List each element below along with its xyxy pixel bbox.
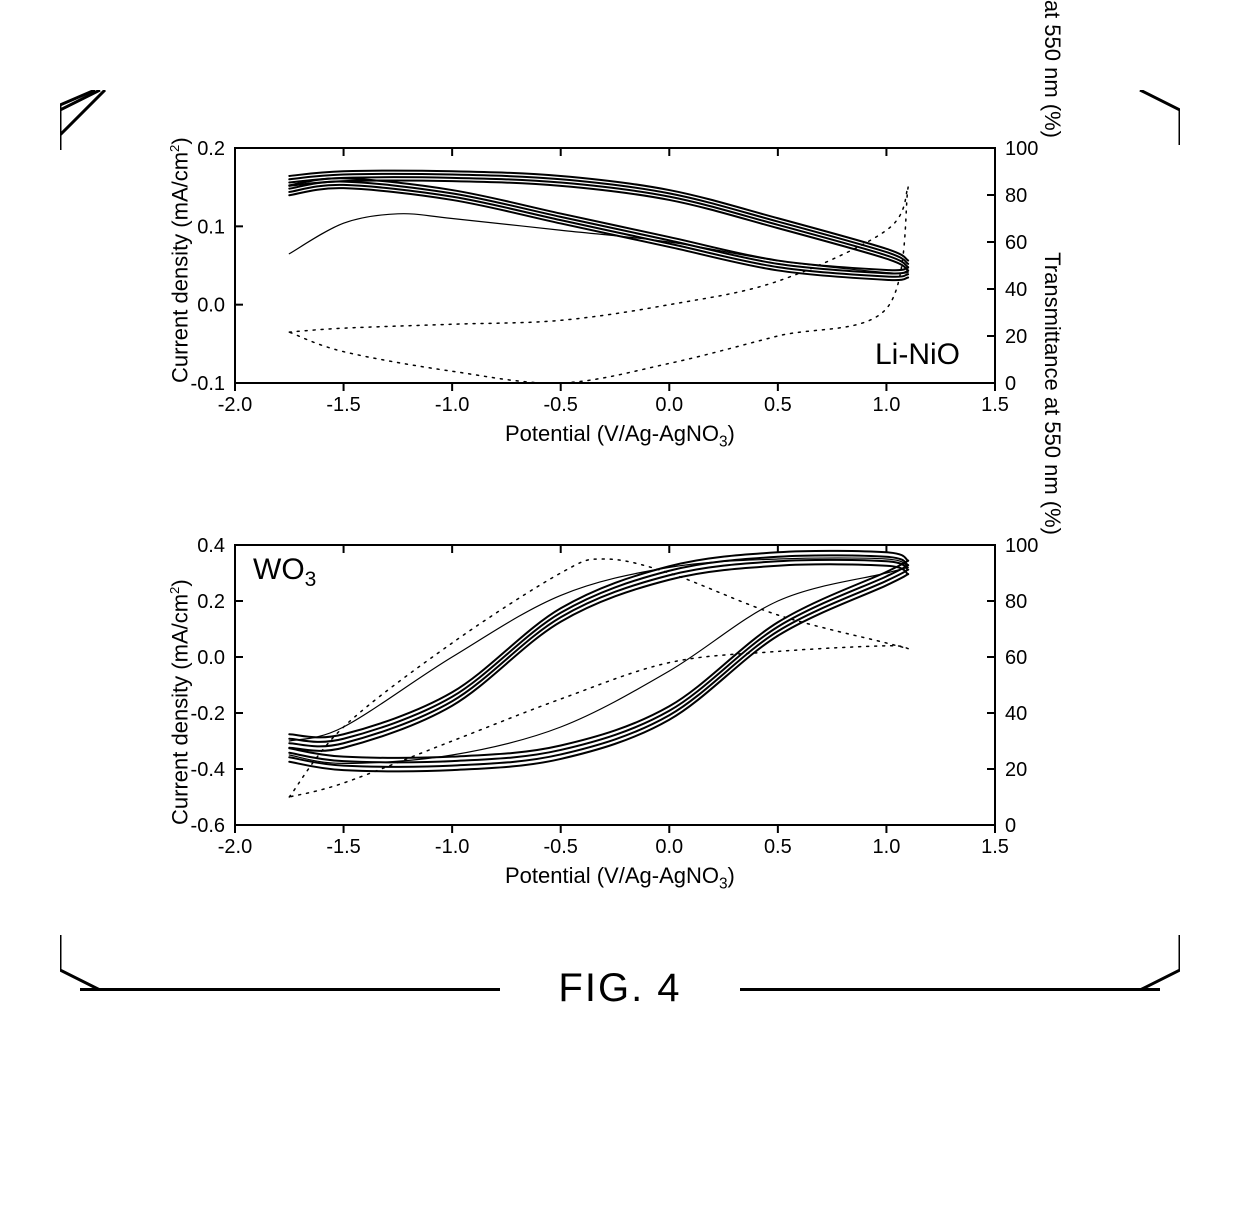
svg-text:0: 0 <box>1005 373 1016 395</box>
frame-corner-top-right <box>1125 90 1180 145</box>
svg-text:0.2: 0.2 <box>197 591 225 613</box>
panel-a-xlabel: Potential (V/Ag-AgNO3) <box>505 421 735 451</box>
svg-text:0.5: 0.5 <box>764 836 792 858</box>
svg-text:1.5: 1.5 <box>981 836 1009 858</box>
svg-text:0.5: 0.5 <box>764 394 792 416</box>
svg-text:-1.5: -1.5 <box>326 394 360 416</box>
svg-text:100: 100 <box>1005 138 1038 160</box>
figure-caption: FIG. 4 <box>0 966 1240 1011</box>
svg-text:-1.0: -1.0 <box>435 394 469 416</box>
svg-text:-1.0: -1.0 <box>435 836 469 858</box>
svg-text:-0.1: -0.1 <box>191 373 225 395</box>
svg-text:0.2: 0.2 <box>197 138 225 160</box>
svg-text:0.0: 0.0 <box>655 394 683 416</box>
svg-text:-2.0: -2.0 <box>218 836 252 858</box>
svg-text:20: 20 <box>1005 326 1027 348</box>
panel-a-ylabel-right: Transmittance at 550 nm (%) <box>1039 0 1065 138</box>
svg-text:1.0: 1.0 <box>873 836 901 858</box>
svg-text:80: 80 <box>1005 185 1027 207</box>
svg-text:60: 60 <box>1005 232 1027 254</box>
panel-a-svg: -2.0 -1.5 -1.0 -0.5 0.0 0.5 1.0 1.5 -0.1 0.0 0.1 0.… <box>145 128 1085 463</box>
panel-a-ylabel-left: Current density (mA/cm2) <box>167 137 193 383</box>
svg-text:0: 0 <box>1005 815 1016 837</box>
svg-text:-0.5: -0.5 <box>543 394 577 416</box>
svg-text:80: 80 <box>1005 591 1027 613</box>
svg-text:0.0: 0.0 <box>655 836 683 858</box>
svg-text:-0.5: -0.5 <box>543 836 577 858</box>
panel-b-xlabel: Potential (V/Ag-AgNO3) <box>505 863 735 893</box>
svg-text:1.0: 1.0 <box>873 394 901 416</box>
svg-text:-2.0: -2.0 <box>218 394 252 416</box>
panel-b-ylabel-right: Transmittance at 550 nm (%) <box>1039 252 1065 535</box>
svg-text:-1.5: -1.5 <box>326 836 360 858</box>
panel-b-ylabel-left: Current density (mA/cm2) <box>167 579 193 825</box>
svg-text:40: 40 <box>1005 703 1027 725</box>
svg-text:-0.6: -0.6 <box>191 815 225 837</box>
svg-text:60: 60 <box>1005 647 1027 669</box>
svg-text:-0.4: -0.4 <box>191 759 225 781</box>
svg-text:1.5: 1.5 <box>981 394 1009 416</box>
svg-text:20: 20 <box>1005 759 1027 781</box>
svg-text:0.0: 0.0 <box>197 295 225 317</box>
panel-a-title-inplot: Li-NiO <box>875 338 960 372</box>
svg-text:40: 40 <box>1005 279 1027 301</box>
svg-text:0.0: 0.0 <box>197 647 225 669</box>
svg-text:0.1: 0.1 <box>197 216 225 238</box>
svg-text:-0.2: -0.2 <box>191 703 225 725</box>
svg-text:0.4: 0.4 <box>197 535 225 557</box>
frame-corner-top-left <box>60 90 115 145</box>
panel-b-title-inplot: WO3 <box>253 553 316 592</box>
svg-text:100: 100 <box>1005 535 1038 557</box>
page: -2.0 -1.5 -1.0 -0.5 0.0 0.5 1.0 1.5 -0.1 0.0 0.1 0.… <box>0 0 1240 1232</box>
